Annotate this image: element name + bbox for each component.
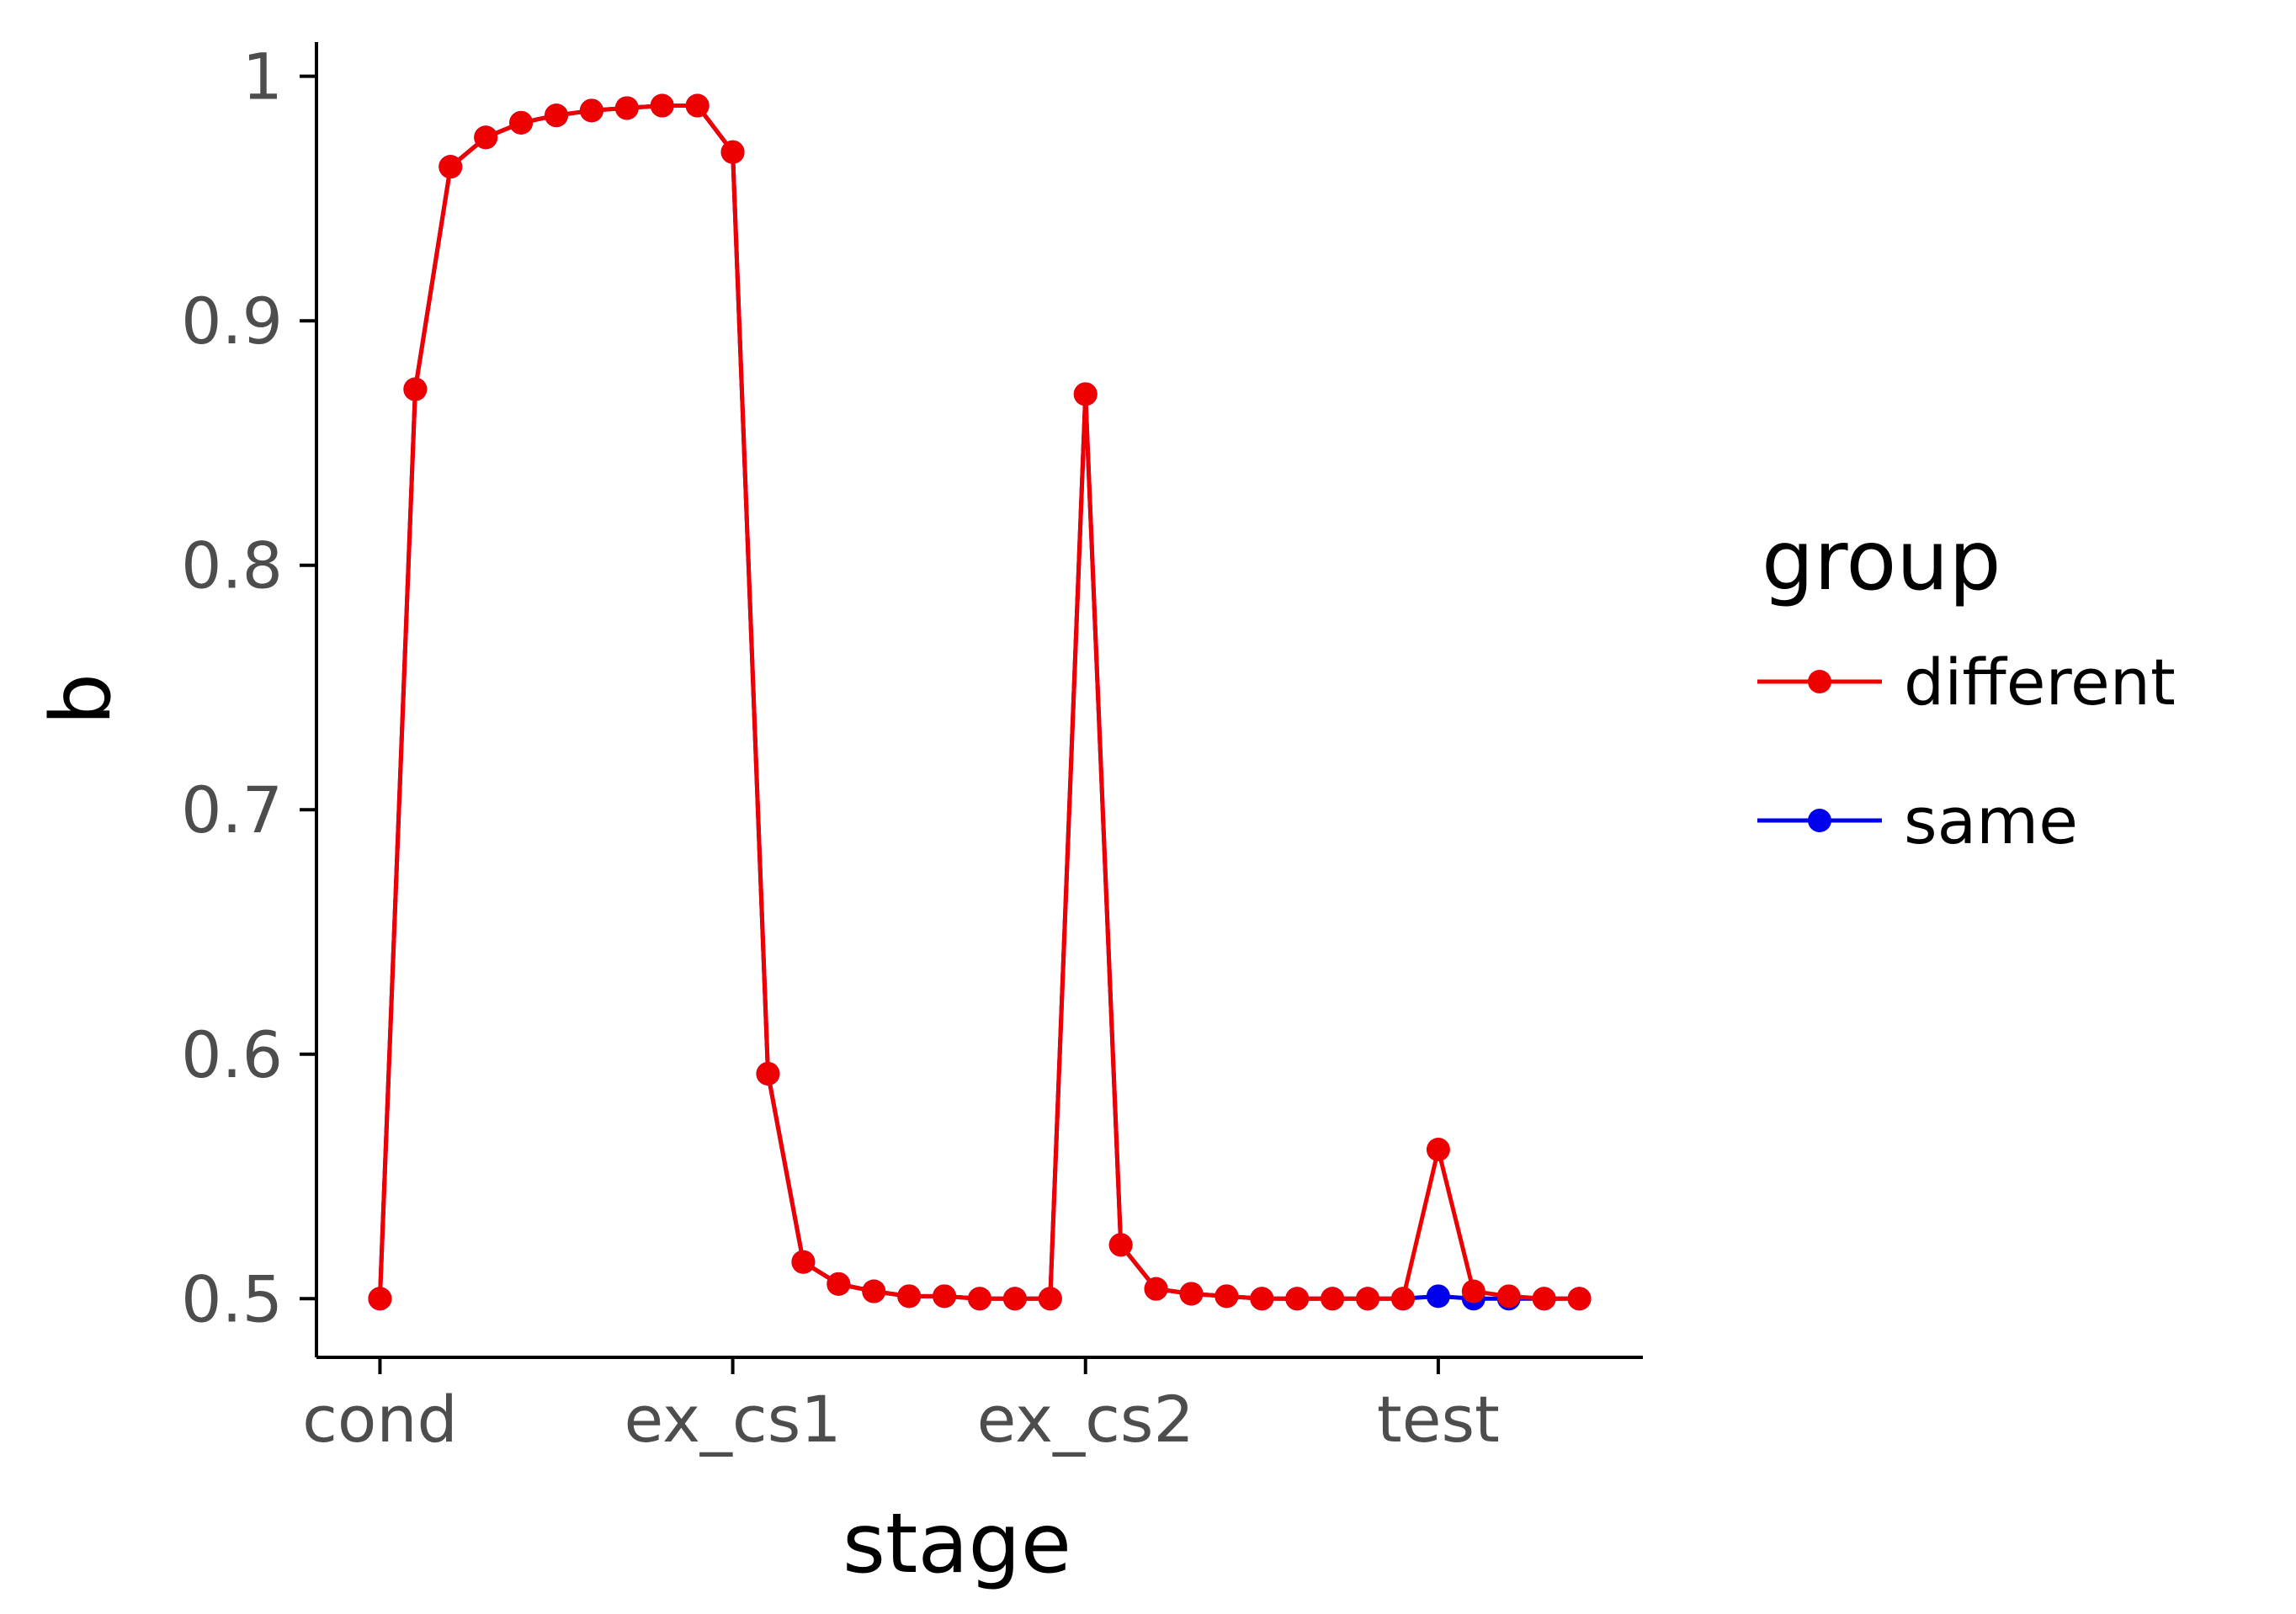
legend-label-same: same [1904, 783, 2078, 858]
legend-items: different same [1757, 645, 2176, 858]
data-point-different [1321, 1287, 1345, 1311]
y-tick-label: 0.7 [181, 772, 283, 847]
y-tick-label: 0.6 [181, 1017, 283, 1092]
x-ticks: cond ex_cs1 ex_cs2 test [302, 1357, 1500, 1457]
data-point-different [862, 1279, 886, 1303]
data-point-different [933, 1284, 957, 1309]
legend: group different same [1757, 513, 2176, 858]
data-point-different [685, 93, 710, 118]
series-layer [368, 93, 1592, 1311]
data-point-different [826, 1272, 851, 1296]
data-point-different [1179, 1282, 1204, 1306]
series-line-different [377, 104, 1580, 1301]
data-point-different [968, 1287, 991, 1311]
data-point-different [1250, 1287, 1274, 1311]
data-point-different [720, 140, 745, 164]
y-ticks: 0.5 0.6 0.7 0.8 0.9 1 [181, 40, 316, 1336]
x-tick-label: ex_cs2 [977, 1382, 1194, 1457]
data-point-different [1214, 1284, 1239, 1309]
data-point-different [614, 96, 639, 120]
data-point-same [1426, 1284, 1450, 1309]
series-line-same [377, 104, 1580, 1301]
y-tick-label: 1 [242, 40, 283, 114]
data-point-different [1356, 1287, 1380, 1311]
y-tick-label: 0.9 [181, 284, 283, 358]
data-point-different [1426, 1138, 1450, 1162]
data-point-different [650, 93, 674, 118]
data-point-different [474, 125, 498, 150]
data-point-different [1461, 1279, 1485, 1303]
legend-title: group [1762, 513, 2001, 609]
y-tick-label: 0.8 [181, 528, 283, 603]
legend-key-point-different [1808, 670, 1831, 693]
data-point-different [791, 1250, 816, 1274]
data-point-different [1390, 1287, 1415, 1311]
data-point-different [1496, 1284, 1521, 1309]
y-axis-title: b [34, 673, 130, 725]
data-point-different [1073, 382, 1098, 406]
legend-key-point-same [1808, 809, 1831, 832]
data-point-different [1567, 1287, 1592, 1311]
data-point-different [545, 104, 569, 128]
y-tick-label: 0.5 [181, 1261, 283, 1336]
data-point-different [509, 110, 534, 135]
data-point-different [1108, 1233, 1133, 1257]
data-point-different [403, 377, 428, 401]
x-tick-label: test [1377, 1382, 1500, 1457]
data-point-different [368, 1287, 392, 1311]
data-point-different [579, 98, 603, 123]
x-tick-label: cond [302, 1382, 458, 1457]
legend-label-different: different [1904, 645, 2176, 719]
data-point-different [1002, 1287, 1027, 1311]
data-point-different [438, 155, 463, 179]
data-point-different [1532, 1287, 1556, 1311]
x-tick-label: ex_cs1 [624, 1382, 842, 1457]
data-point-different [1144, 1277, 1168, 1301]
data-point-different [897, 1284, 922, 1309]
data-point-different [756, 1061, 780, 1086]
x-axis-title: stage [842, 1496, 1071, 1592]
data-point-different [1038, 1287, 1062, 1311]
data-point-different [1285, 1287, 1310, 1311]
